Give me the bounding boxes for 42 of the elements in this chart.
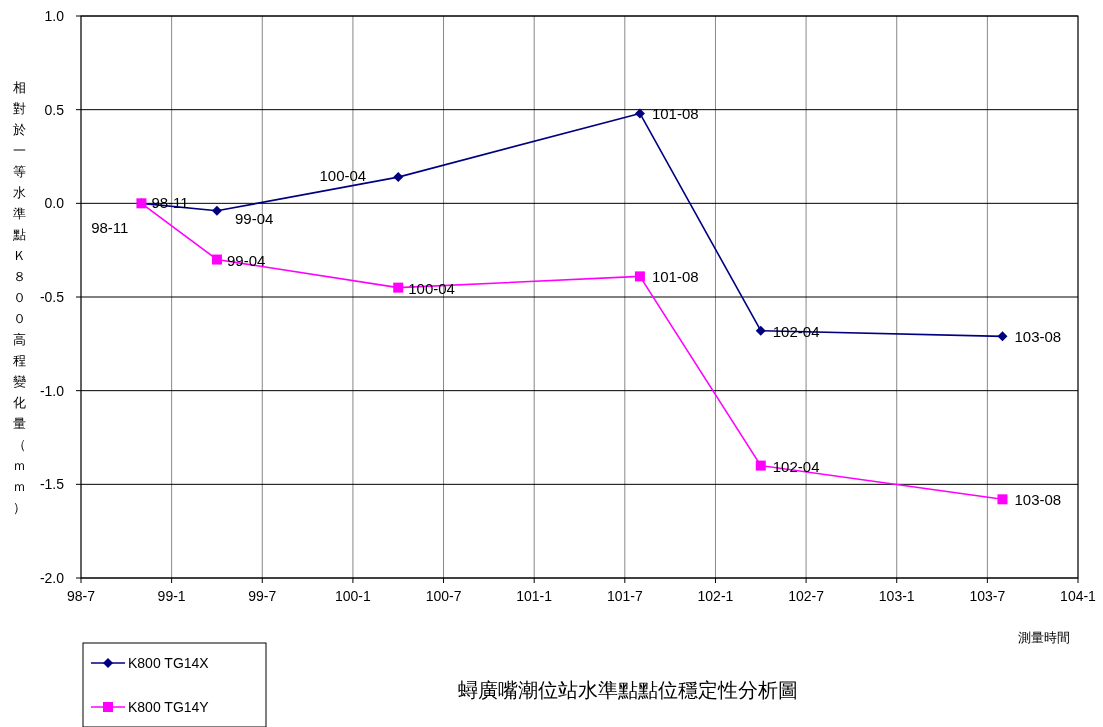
x-tick-label: 99-1 (157, 588, 186, 604)
legend-label: K800 TG14Y (128, 699, 210, 715)
y-tick-label: -1.0 (39, 382, 65, 399)
legend-label: K800 TG14X (128, 655, 210, 671)
annotation: 102-04 (772, 457, 820, 475)
y-tick-label: 0.5 (44, 101, 65, 118)
x-tick-label: 100-7 (425, 588, 462, 604)
y-tick-label: 0.0 (44, 195, 65, 212)
annotation: 99-04 (234, 209, 274, 227)
x-tick-label: 104-1 (1060, 588, 1097, 604)
annotation: 101-08 (651, 105, 699, 123)
x-tick-label: 102-7 (788, 588, 825, 604)
point (755, 325, 766, 336)
point (755, 460, 766, 471)
x-tick-label: 98-7 (66, 588, 96, 604)
annotation: 98-11 (91, 219, 129, 237)
point (393, 172, 404, 183)
annotation: 100-04 (319, 167, 367, 185)
point (211, 205, 222, 216)
y-tick-label: -0.5 (39, 289, 65, 305)
point (997, 494, 1008, 505)
x-tick-label: 103-7 (969, 588, 1006, 604)
point (393, 282, 404, 293)
text: 蟳廣嘴潮位站水準點點位穩定性分析圖 (458, 678, 798, 702)
point (211, 254, 222, 265)
annotation: 101-08 (651, 268, 699, 286)
point (997, 331, 1008, 342)
x-axis-title: 測量時間 (1018, 630, 1070, 645)
x-tick-label: 102-1 (697, 588, 734, 604)
x-tick-label: 101-7 (606, 588, 643, 604)
x-tick-label: 100-1 (335, 588, 372, 604)
y-tick-label: -1.5 (39, 476, 65, 493)
point (634, 271, 645, 282)
x-tick-label: 103-1 (878, 588, 915, 604)
point (634, 108, 645, 119)
x-tick-label: 99-7 (248, 588, 277, 604)
text: 相對於一等水準點Ｋ８００高程變化量（ｍｍ） (12, 80, 26, 515)
y-tick-label: -2.0 (39, 570, 65, 586)
annotation: 103-08 (1014, 328, 1062, 346)
y-tick-label: 1.0 (44, 8, 65, 24)
annotation: 103-08 (1014, 491, 1062, 509)
x-tick-label: 101-1 (516, 588, 553, 604)
